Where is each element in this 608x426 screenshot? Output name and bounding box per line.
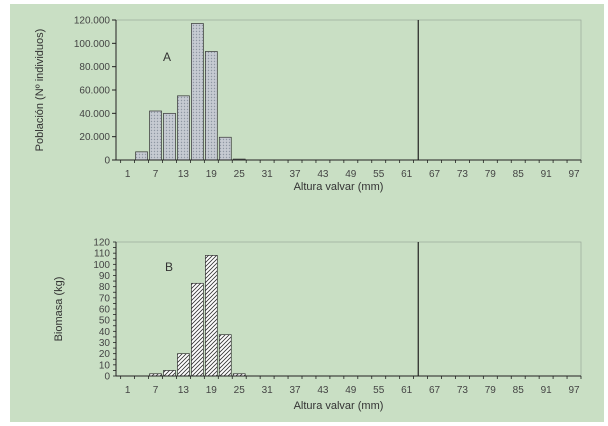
y-tick-label: 0: [104, 372, 110, 383]
x-tick-label: 79: [485, 169, 497, 180]
y-tick-label: 120.000: [74, 16, 111, 27]
y-tick-label: 40: [99, 327, 111, 338]
bar: [218, 334, 232, 377]
y-tick-label: 100.000: [74, 39, 111, 50]
bar: [163, 370, 176, 377]
x-tick-label: 31: [262, 169, 274, 180]
x-tick-label: 43: [317, 385, 329, 396]
x-tick-label: 37: [289, 169, 301, 180]
bar: [177, 95, 190, 161]
figure-background: [10, 4, 604, 422]
x-tick-label: 85: [513, 385, 525, 396]
x-tick-label: 79: [485, 385, 497, 396]
bar: [149, 110, 162, 161]
y-tick-label: 40.000: [79, 109, 110, 120]
x-tick-label: 97: [568, 385, 580, 396]
x-tick-label: 43: [317, 169, 329, 180]
x-axis-title: Altura valvar (mm): [294, 181, 384, 193]
x-tick-label: 7: [153, 385, 159, 396]
x-tick-label: 1: [125, 169, 131, 180]
x-tick-label: 55: [373, 385, 385, 396]
x-tick-label: 91: [541, 385, 553, 396]
x-tick-label: 13: [178, 385, 190, 396]
x-tick-label: 73: [457, 169, 469, 180]
y-tick-label: 20: [99, 349, 111, 360]
y-axis-title: Biomasa (kg): [53, 277, 65, 342]
y-tick-label: 80: [99, 282, 111, 293]
bar: [218, 136, 232, 161]
x-tick-label: 61: [401, 385, 413, 396]
x-tick-label: 31: [262, 385, 274, 396]
chart-a: 0 20.000 40.000 60.000 80.000 100.000 120.000 1…: [34, 16, 582, 193]
panel-label: B: [165, 260, 173, 274]
bar: [191, 282, 204, 377]
x-tick-label: 73: [457, 385, 469, 396]
y-tick-label: 10: [99, 360, 111, 371]
y-tick-label: 30: [99, 338, 111, 349]
x-axis-title: Altura valvar (mm): [294, 400, 384, 412]
y-tick-label: 70: [99, 293, 111, 304]
bar: [205, 255, 218, 377]
bar: [135, 151, 148, 161]
bar: [205, 51, 218, 161]
y-tick-label: 120: [93, 238, 110, 249]
x-tick-label: 91: [541, 169, 553, 180]
y-tick-label: 110: [94, 249, 110, 260]
bar: [191, 23, 204, 161]
x-tick-label: 97: [568, 169, 580, 180]
y-axis-title: Población (Nº individuos): [34, 29, 46, 152]
x-tick-label: 7: [153, 169, 159, 180]
x-tick-label: 13: [178, 169, 190, 180]
x-tick-label: 61: [401, 169, 413, 180]
y-tick-label: 80.000: [79, 62, 110, 73]
x-tick-label: 55: [373, 169, 385, 180]
x-tick-label: 19: [206, 169, 218, 180]
x-tick-label: 1: [125, 385, 131, 396]
y-tick-label: 50: [99, 316, 111, 327]
y-tick-label: 100: [93, 260, 110, 271]
x-tick-label: 37: [289, 385, 301, 396]
x-tick-label: 67: [429, 169, 441, 180]
y-tick-label: 60.000: [79, 86, 110, 97]
y-tick-label: 20.000: [79, 132, 110, 143]
x-tick-label: 25: [234, 169, 246, 180]
bar: [177, 353, 190, 377]
x-tick-label: 25: [234, 385, 246, 396]
bar: [163, 112, 176, 161]
y-tick-label: 90: [99, 271, 111, 282]
x-tick-label: 85: [513, 169, 525, 180]
x-tick-label: 49: [345, 385, 357, 396]
panel-label: A: [163, 50, 171, 64]
y-tick-label: 0: [104, 156, 110, 167]
x-tick-label: 49: [345, 169, 357, 180]
x-tick-label: 19: [206, 385, 218, 396]
x-tick-label: 67: [429, 385, 441, 396]
y-tick-label: 60: [99, 305, 111, 316]
